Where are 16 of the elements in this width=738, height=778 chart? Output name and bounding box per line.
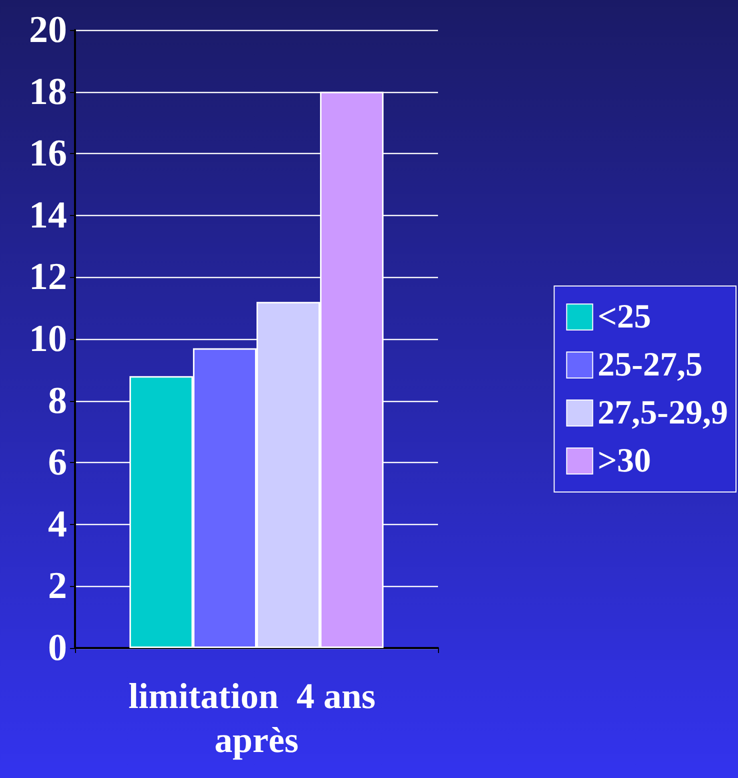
y-tick-label: 4 (48, 503, 67, 546)
y-tick-label: 12 (29, 256, 67, 298)
legend-label: >30 (598, 442, 652, 480)
y-tick-label: 20 (29, 9, 67, 51)
y-tick-label: 16 (29, 132, 67, 175)
legend-label: 25-27,5 (598, 346, 703, 384)
legend-label: <25 (598, 298, 652, 336)
legend-label: 27,5-29,9 (598, 394, 728, 432)
y-tick-label: 8 (48, 380, 67, 422)
y-tick-label: 6 (48, 442, 67, 484)
y-tick-label: 0 (48, 627, 67, 669)
y-tick-label: 10 (29, 318, 67, 360)
y-tick-label: 2 (48, 565, 67, 608)
y-tick-label: 18 (29, 70, 67, 113)
y-tick-label: 14 (29, 194, 67, 236)
x-tick-label: limitation 4 ans après (128, 676, 385, 760)
